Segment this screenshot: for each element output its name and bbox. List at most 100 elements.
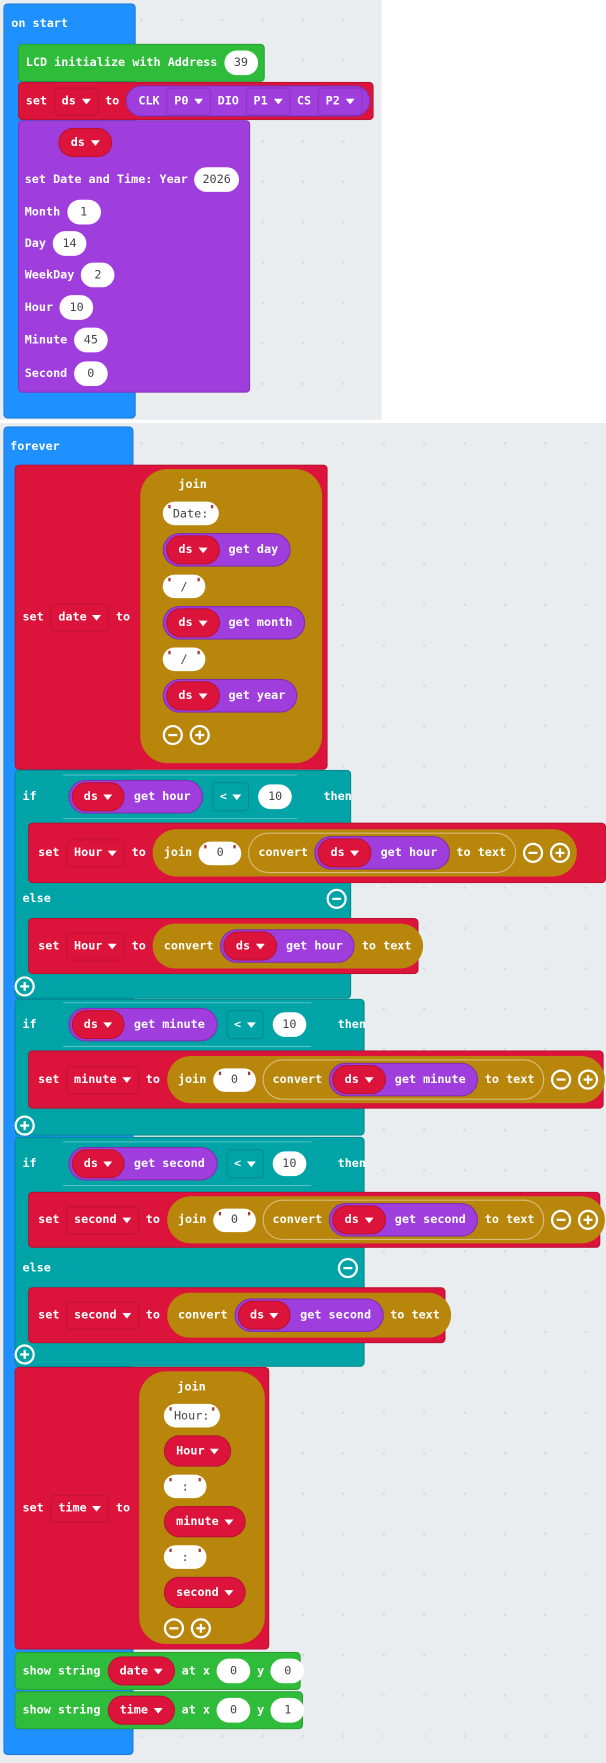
variable-dropdown[interactable]: second — [66, 1301, 140, 1330]
minus-icon[interactable] — [551, 1069, 572, 1090]
text-input[interactable]: / — [162, 647, 206, 672]
plus-icon[interactable] — [190, 1618, 211, 1639]
dropdown-arrow-icon — [198, 620, 208, 626]
plus-icon[interactable] — [549, 842, 571, 863]
variable-name: time — [58, 1501, 87, 1515]
plus-icon[interactable] — [578, 1069, 599, 1090]
year-input[interactable]: 2026 — [194, 167, 239, 192]
clk-pin-dropdown[interactable]: P0 — [166, 86, 211, 116]
compare-value-input[interactable]: 10 — [258, 784, 293, 810]
join-block[interactable]: join 0 convert ds get minute to text — [166, 1055, 606, 1104]
convert-to-text-block[interactable]: convert ds get minute to text — [262, 1059, 545, 1100]
ds-variable[interactable]: ds — [58, 127, 112, 158]
minute-variable[interactable]: minute — [163, 1505, 246, 1538]
variable-dropdown[interactable]: ds — [53, 86, 99, 116]
y-input[interactable]: 0 — [270, 1658, 305, 1684]
compare-value-input[interactable]: 10 — [272, 1012, 307, 1037]
convert-to-text-block[interactable]: convert ds get second to text — [262, 1199, 545, 1241]
comparison-block[interactable]: ds get minute < 10 — [43, 1002, 331, 1047]
set-minute-block[interactable]: set minute to join 0 convert ds get minute… — [28, 1050, 606, 1109]
compare-value-input[interactable]: 10 — [272, 1151, 307, 1177]
dropdown-arrow-icon — [103, 793, 113, 800]
plus-icon[interactable] — [578, 1209, 599, 1230]
get-year-block[interactable]: ds get year — [162, 678, 298, 713]
set-datetime-block[interactable] — [17, 120, 251, 393]
day-input[interactable]: 14 — [52, 231, 87, 256]
variable-dropdown[interactable]: Hour — [66, 931, 125, 961]
else-label: else — [22, 1261, 51, 1275]
get-day-block[interactable]: ds get day — [162, 533, 291, 567]
set-hour-block[interactable]: set Hour to join 0 convert ds get hour to t… — [28, 822, 606, 884]
join-block[interactable]: join 0 convert ds get hour to text — [152, 829, 577, 877]
second-input[interactable]: 0 — [73, 361, 108, 387]
minus-icon[interactable] — [551, 1209, 572, 1230]
dropdown-arrow-icon — [153, 1707, 163, 1714]
text-input[interactable]: Hour: — [163, 1403, 220, 1428]
set-ds-block[interactable]: set ds to CLK P0 DIO P1 CS P2 — [17, 81, 374, 121]
convert-to-text-block[interactable]: convert ds get second to text — [166, 1292, 452, 1338]
add-else-if-icon[interactable] — [14, 976, 35, 997]
minute-input[interactable]: 45 — [73, 327, 108, 353]
y-label: y — [257, 1703, 265, 1717]
text-input[interactable]: 0 — [213, 1208, 256, 1232]
operator-dropdown[interactable]: < — [211, 782, 250, 812]
dropdown-arrow-icon — [92, 614, 102, 621]
remove-else-icon[interactable] — [326, 888, 347, 909]
join-block[interactable]: join 0 convert ds get second to text — [166, 1196, 606, 1244]
dio-pin-dropdown[interactable]: P1 — [245, 86, 291, 116]
text-input[interactable]: : — [163, 1474, 207, 1499]
set-second-else-block[interactable]: set second to convert ds get second to text — [28, 1287, 452, 1344]
comparison-block[interactable]: ds get hour < 10 — [43, 774, 316, 819]
date-variable[interactable]: date — [107, 1656, 175, 1686]
minus-icon[interactable] — [162, 724, 183, 746]
plus-icon[interactable] — [189, 724, 210, 746]
x-input[interactable]: 0 — [216, 1697, 251, 1723]
comparison-block[interactable]: ds get second < 10 — [43, 1141, 331, 1186]
set-second-block[interactable]: set second to join 0 convert ds get second… — [28, 1191, 606, 1248]
hour-variable[interactable]: Hour — [163, 1435, 232, 1467]
text-input[interactable]: : — [163, 1545, 207, 1569]
show-string-time-block[interactable]: show string time at x 0 y 1 — [14, 1691, 305, 1730]
remove-else-icon[interactable] — [337, 1257, 358, 1279]
variable-dropdown[interactable]: minute — [66, 1065, 140, 1094]
text-input[interactable]: / — [162, 574, 206, 599]
operator: < — [234, 1156, 242, 1171]
add-else-icon[interactable] — [14, 1115, 35, 1136]
text-input[interactable]: 0 — [198, 841, 242, 865]
operator-dropdown[interactable]: < — [226, 1149, 264, 1179]
set-hour-else-block[interactable]: set Hour to convert ds get hour to text — [28, 917, 423, 975]
join-block[interactable]: join Hour: Hour : minute : second — [139, 1371, 265, 1645]
convert-to-text-block[interactable]: convert ds get hour to text — [248, 832, 517, 874]
convert-to-text-block[interactable]: convert ds get hour to text — [152, 923, 423, 969]
variable-dropdown[interactable]: time — [50, 1494, 110, 1523]
rtc-create-block[interactable]: CLK P0 DIO P1 CS P2 — [126, 85, 371, 117]
join-block[interactable]: join Date: ds get day / ds get month / ds g… — [140, 469, 323, 764]
cs-pin-dropdown[interactable]: P2 — [317, 86, 363, 116]
datetime-label: set Date and Time: Year — [24, 172, 188, 187]
lcd-init-block[interactable]: LCD initialize with Address 39 — [17, 43, 265, 82]
dropdown-arrow-icon — [198, 692, 208, 699]
variable-dropdown[interactable]: date — [50, 603, 110, 632]
text-input[interactable]: 0 — [213, 1067, 256, 1092]
month-input[interactable]: 1 — [66, 199, 101, 225]
x-input[interactable]: 0 — [216, 1658, 251, 1684]
to-text-label: to text — [390, 1308, 440, 1322]
then-label: then — [323, 790, 352, 804]
dropdown-arrow-icon — [364, 1217, 374, 1223]
show-string-date-block[interactable]: show string date at x 0 y 0 — [14, 1651, 305, 1691]
day-label: Day — [24, 236, 46, 251]
get-month-block[interactable]: ds get month — [162, 605, 305, 640]
text-input[interactable]: Date: — [162, 501, 219, 526]
minus-icon[interactable] — [522, 842, 544, 863]
minus-icon[interactable] — [163, 1618, 185, 1639]
y-input[interactable]: 1 — [270, 1697, 305, 1723]
weekday-input[interactable]: 2 — [81, 262, 115, 288]
second-variable[interactable]: second — [163, 1576, 246, 1609]
hour-input[interactable]: 10 — [59, 295, 94, 320]
variable-dropdown[interactable]: second — [66, 1205, 140, 1234]
variable-dropdown[interactable]: Hour — [66, 838, 125, 867]
operator-dropdown[interactable]: < — [226, 1009, 264, 1040]
add-else-if-icon[interactable] — [14, 1344, 35, 1365]
time-variable[interactable]: time — [107, 1695, 175, 1725]
address-input[interactable]: 39 — [224, 50, 258, 76]
